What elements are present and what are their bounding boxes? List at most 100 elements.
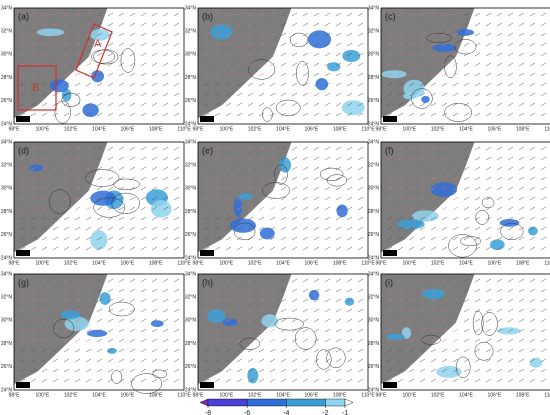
wind-barb bbox=[291, 288, 298, 293]
wind-barb bbox=[397, 52, 404, 57]
wind-barb bbox=[357, 236, 364, 241]
lat-tick-label: 26°N bbox=[1, 364, 13, 370]
wind-barb bbox=[441, 298, 448, 303]
wind-barb bbox=[357, 186, 364, 191]
wind-barb bbox=[324, 92, 331, 97]
wind-barb bbox=[518, 308, 525, 313]
wind-barb bbox=[496, 52, 503, 57]
wind-barb bbox=[397, 186, 404, 191]
wind-barb bbox=[335, 176, 342, 181]
wind-barb bbox=[203, 102, 210, 107]
map-panel: (b)24°N26°N28°N30°N32°N34°N98°E 100°E 102°… bbox=[185, 5, 375, 132]
wind-barb bbox=[463, 288, 470, 293]
wind-barb bbox=[63, 102, 70, 107]
contour bbox=[316, 349, 332, 370]
wind-barb bbox=[518, 378, 525, 383]
wind-barb bbox=[397, 328, 404, 333]
wind-barb bbox=[280, 32, 287, 37]
wind-barb bbox=[452, 348, 459, 353]
wind-barb bbox=[85, 308, 92, 313]
lon-tick-label: 106°E bbox=[487, 260, 501, 266]
wind-barb bbox=[463, 112, 470, 117]
wind-barb bbox=[397, 318, 404, 323]
wind-barb bbox=[419, 12, 426, 17]
wind-barb bbox=[452, 146, 459, 151]
wind-barb bbox=[452, 186, 459, 191]
wind-barb bbox=[41, 318, 48, 323]
wind-barb bbox=[63, 82, 70, 87]
wind-barb bbox=[258, 318, 265, 323]
lon-tick-label: 100°E bbox=[219, 392, 233, 398]
wind-barb bbox=[247, 186, 254, 191]
wind-barb bbox=[203, 72, 210, 77]
wind-barb bbox=[430, 146, 437, 151]
wind-barb bbox=[85, 358, 92, 363]
wind-barb bbox=[19, 52, 26, 57]
wind-barb bbox=[280, 22, 287, 27]
colorbar-segment bbox=[286, 398, 326, 407]
wind-barb bbox=[129, 288, 136, 293]
wind-barb bbox=[397, 176, 404, 181]
wind-barb bbox=[151, 166, 158, 171]
wind-barb bbox=[291, 112, 298, 117]
wind-barb bbox=[129, 22, 136, 27]
wind-barb bbox=[74, 92, 81, 97]
wind-barb bbox=[107, 288, 114, 293]
wind-barb bbox=[408, 196, 415, 201]
contour bbox=[274, 317, 304, 331]
wind-barb bbox=[19, 368, 26, 373]
wind-barb bbox=[96, 156, 103, 161]
wind-barb bbox=[258, 112, 265, 117]
wind-barb bbox=[291, 186, 298, 191]
wind-barb bbox=[173, 246, 180, 251]
wind-barb bbox=[118, 338, 125, 343]
lon-tick-label: 98°E bbox=[9, 260, 21, 266]
anomaly-patch bbox=[247, 367, 259, 384]
wind-barb bbox=[507, 318, 514, 323]
anomaly-patch bbox=[403, 79, 425, 98]
wind-barb bbox=[540, 176, 547, 181]
wind-barb bbox=[225, 42, 232, 47]
wind-barb bbox=[507, 82, 514, 87]
map-panel: (e)24°N26°N28°N30°N32°N34°N98°E 100°E 102°… bbox=[185, 139, 375, 266]
wind-barb bbox=[507, 72, 514, 77]
contour bbox=[233, 222, 256, 241]
wind-barb bbox=[258, 72, 265, 77]
wind-barb bbox=[107, 42, 114, 47]
wind-barb bbox=[313, 22, 320, 27]
anomaly-patch bbox=[412, 210, 439, 222]
wind-barb bbox=[441, 92, 448, 97]
lat-tick-label: 28°N bbox=[185, 209, 197, 215]
wind-barb bbox=[463, 92, 470, 97]
wind-barb bbox=[63, 186, 70, 191]
wind-barb bbox=[41, 32, 48, 37]
wind-barb bbox=[324, 206, 331, 211]
wind-barb bbox=[41, 12, 48, 17]
anomaly-patch bbox=[529, 357, 543, 368]
anomaly-patch bbox=[307, 30, 332, 49]
wind-barb bbox=[247, 166, 254, 171]
wind-barb bbox=[258, 92, 265, 97]
wind-barb bbox=[430, 288, 437, 293]
wind-barb bbox=[118, 12, 125, 17]
wind-barb bbox=[419, 22, 426, 27]
wind-barb bbox=[335, 358, 342, 363]
wind-barb bbox=[419, 82, 426, 87]
wind-barb bbox=[52, 112, 59, 117]
wind-barb bbox=[173, 22, 180, 27]
wind-barb bbox=[280, 156, 287, 161]
wind-barb bbox=[30, 156, 37, 161]
wind-barb bbox=[41, 348, 48, 353]
wind-barb bbox=[408, 288, 415, 293]
panel-label: (e) bbox=[202, 145, 213, 155]
wind-barb bbox=[269, 246, 276, 251]
colorbar-extension bbox=[344, 398, 354, 407]
wind-barb bbox=[203, 186, 210, 191]
wind-barb bbox=[118, 176, 125, 181]
wind-barb bbox=[430, 246, 437, 251]
wind-barb bbox=[507, 278, 514, 283]
colorbar-extension bbox=[199, 398, 209, 407]
contour bbox=[459, 236, 482, 247]
wind-barb bbox=[203, 176, 210, 181]
wind-barb bbox=[430, 72, 437, 77]
